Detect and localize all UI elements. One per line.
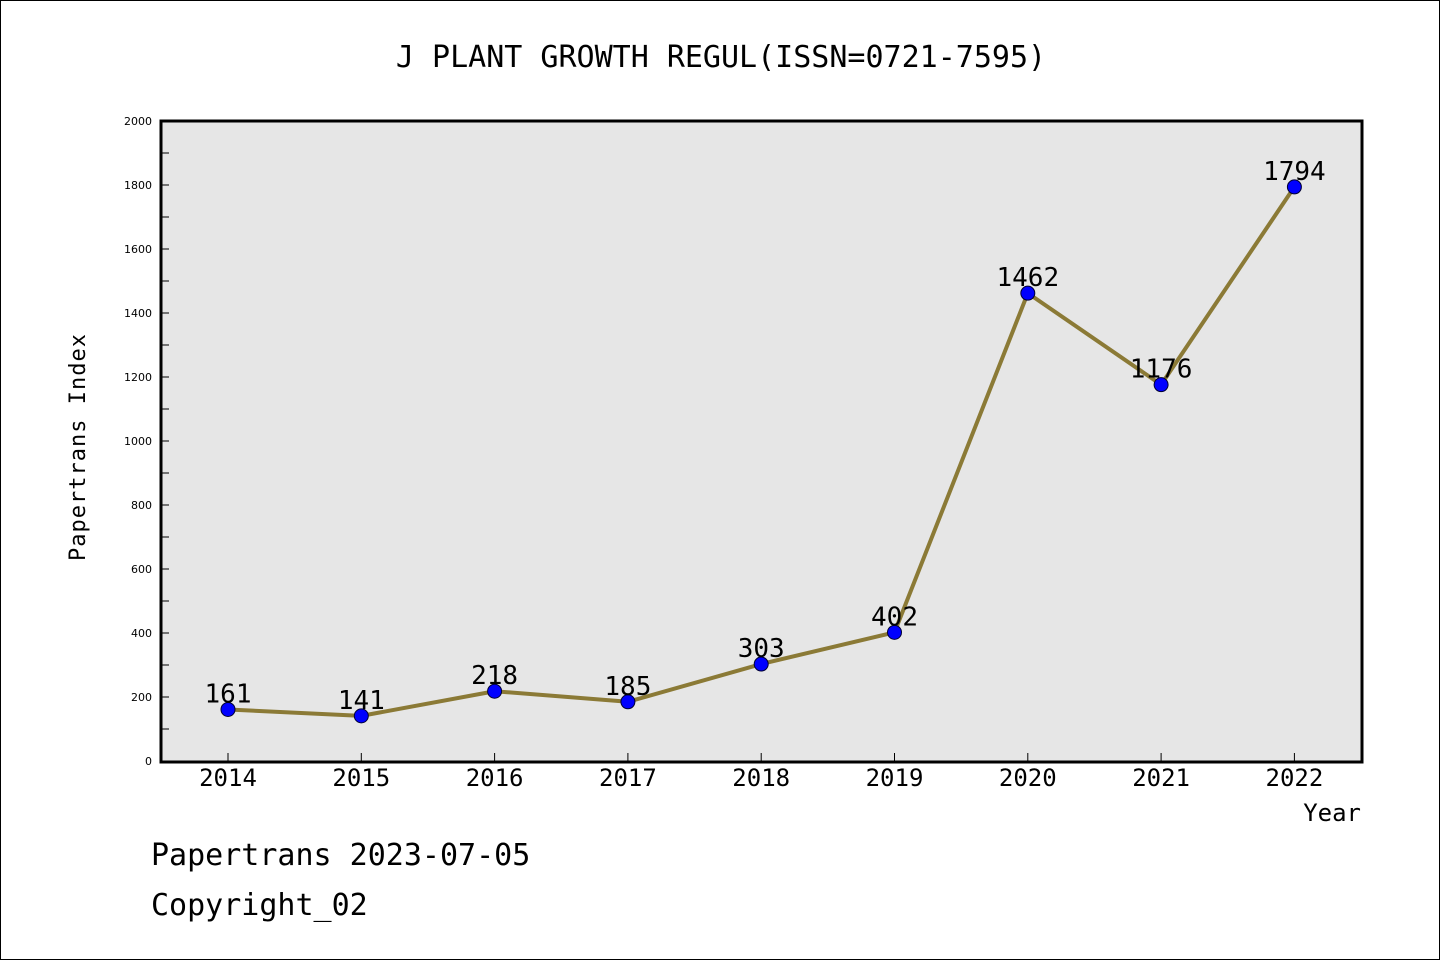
data-point — [1286, 179, 1302, 195]
y-tick-label: 0 — [145, 755, 152, 768]
plot-area — [161, 121, 1362, 762]
y-tick-label: 2000 — [124, 115, 152, 128]
x-tick-label: 2018 — [732, 764, 790, 792]
data-point — [1153, 377, 1169, 393]
data-labels: 161 141 218 185 303 402 1462 1176 1794 — [205, 157, 1326, 716]
x-tick-label: 2014 — [199, 764, 257, 792]
data-point — [620, 694, 636, 710]
data-label: 1176 — [1130, 355, 1193, 385]
data-label: 402 — [871, 602, 918, 632]
x-tick-label: 2020 — [999, 764, 1057, 792]
data-markers — [220, 179, 1302, 724]
data-point — [1020, 285, 1036, 301]
y-tick-label: 200 — [131, 691, 152, 704]
x-tick-label: 2022 — [1266, 764, 1324, 792]
data-label: 185 — [604, 672, 651, 702]
data-point — [887, 624, 902, 640]
plot-frame — [159, 119, 1364, 764]
y-axis-label: Papertrans Index — [66, 333, 91, 561]
y-tick-label: 1800 — [124, 179, 152, 192]
data-label: 161 — [205, 679, 252, 709]
x-axis-label: Year — [1303, 799, 1361, 827]
y-tick-label: 1600 — [124, 243, 152, 256]
data-label: 1462 — [996, 263, 1059, 293]
x-tick-label: 2016 — [466, 764, 524, 792]
x-tick-label: 2015 — [332, 764, 390, 792]
data-point — [753, 656, 769, 672]
footer-copyright: Copyright_02 — [151, 888, 368, 923]
y-tick-label: 400 — [131, 627, 152, 640]
x-tick-label: 2017 — [599, 764, 657, 792]
data-label: 1794 — [1263, 157, 1326, 187]
data-point — [353, 708, 369, 724]
chart-title: J PLANT GROWTH REGUL(ISSN=0721-7595) — [396, 40, 1046, 75]
data-label: 141 — [338, 686, 385, 716]
x-axis-ticks: 2014 2015 2016 2017 2018 2019 2020 2021 2022 — [199, 753, 1323, 792]
y-tick-label: 600 — [131, 563, 152, 576]
data-point — [220, 701, 236, 717]
x-tick-label: 2021 — [1132, 764, 1190, 792]
y-tick-label: 1000 — [124, 435, 152, 448]
y-tick-label: 800 — [131, 499, 152, 512]
data-label: 303 — [738, 634, 785, 664]
y-tick-label: 1200 — [124, 371, 152, 384]
data-label: 218 — [471, 661, 518, 691]
x-tick-label: 2019 — [866, 764, 924, 792]
y-tick-label: 1400 — [124, 307, 152, 320]
data-point — [487, 683, 503, 699]
footer-date: Papertrans 2023-07-05 — [151, 838, 530, 873]
